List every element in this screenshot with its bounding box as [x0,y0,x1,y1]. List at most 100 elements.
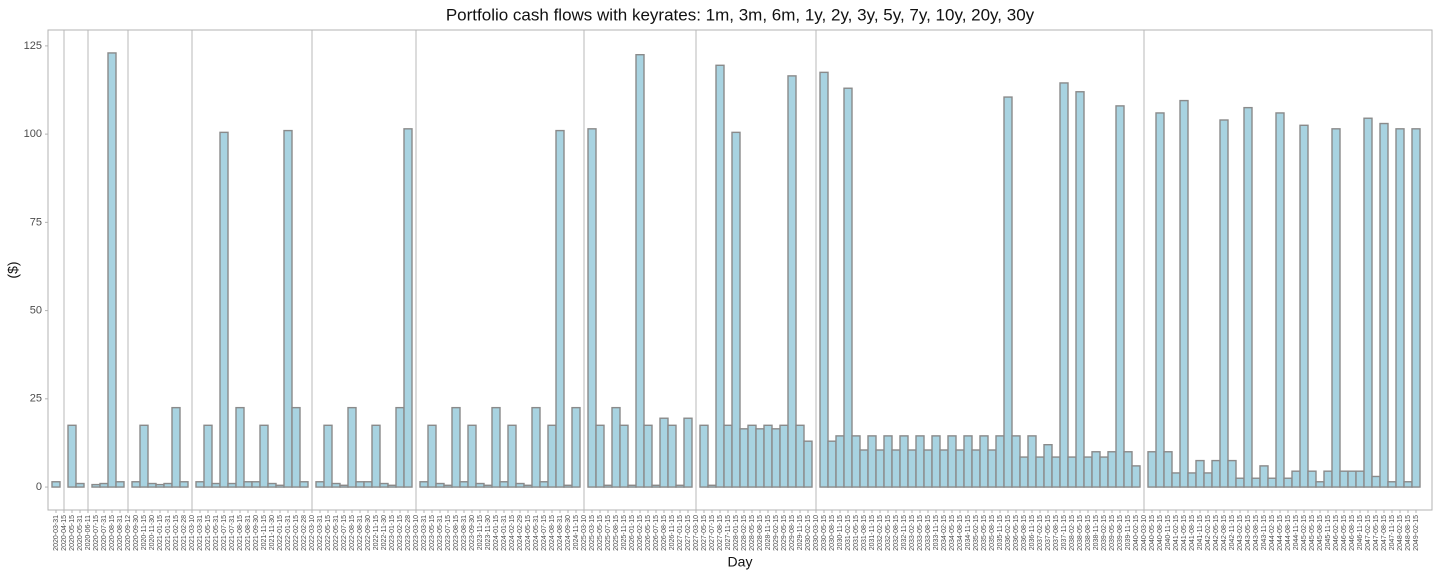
x-tick-label: 2033-08-15 [925,515,932,551]
bar [1411,128,1421,488]
x-tick-label: 2025-08-15 [613,515,620,551]
bar [1027,435,1037,488]
x-tick-label: 2020-03-31 [53,515,60,551]
x-tick-label: 2028-08-15 [757,515,764,551]
x-tick-label: 2021-05-31 [213,515,220,551]
x-tick-label: 2025-05-15 [597,515,604,551]
bar [619,424,629,488]
x-tick-label: 2024-02-15 [509,515,516,551]
bar [707,484,717,488]
bar [1251,477,1261,488]
x-tick-label: 2020-04-15 [61,515,68,551]
x-tick-label: 2037-11-15 [1061,515,1068,550]
x-tick-label: 2039-05-15 [1109,515,1116,551]
x-tick-label: 2042-11-15 [1229,515,1236,550]
x-tick-label: 2022-03-10 [309,515,316,551]
bar [1051,456,1061,488]
bar [715,64,725,488]
bar [547,424,557,488]
x-tick-label: 2035-08-15 [989,515,996,551]
bar [987,449,997,488]
bar [1203,472,1213,488]
x-tick-label: 2022-11-15 [373,515,380,550]
x-tick-label: 2022-05-15 [325,515,332,551]
y-tick-label: 25 [30,393,42,405]
x-tick-label: 2021-07-15 [221,515,228,551]
bar [723,424,733,488]
bar [763,424,773,488]
bar [451,406,461,488]
x-tick-label: 2020-07-31 [101,515,108,551]
bar [1299,124,1309,488]
bar [1291,470,1301,488]
bar [283,129,293,488]
bar [731,131,741,488]
bar [571,406,581,488]
bar [1315,481,1325,488]
bar [1379,122,1389,488]
bar [291,406,301,488]
x-tick-label: 2034-02-15 [941,515,948,551]
x-tick-label: 2023-05-15 [429,515,436,551]
bar [555,129,565,488]
bar [683,417,693,488]
bar [115,481,125,488]
bar [875,449,885,488]
x-tick-label: 2040-02-15 [1133,515,1140,551]
bar [139,424,149,488]
bar [91,483,101,488]
bar [1163,451,1173,488]
x-tick-label: 2020-11-15 [141,515,148,550]
x-tick-label: 2021-11-30 [269,515,276,550]
x-tick-label: 2048-02-15 [1397,515,1404,551]
bar [379,482,389,488]
x-tick-label: 2030-02-15 [805,515,812,551]
x-tick-label: 2026-11-15 [669,515,676,550]
x-tick-label: 2020-05-15 [69,515,76,551]
x-tick-label: 2025-03-10 [581,515,588,551]
bar [667,424,677,488]
bar [323,424,333,488]
x-tick-label: 2020-11-30 [149,515,156,550]
bar [659,417,669,488]
bar [635,54,645,488]
x-tick-label: 2046-08-15 [1349,515,1356,551]
bar [195,481,205,488]
x-tick-label: 2024-07-15 [541,515,548,551]
x-tick-label: 2023-11-30 [485,515,492,550]
x-tick-label: 2023-11-15 [477,515,484,550]
x-tick-label: 2043-08-15 [1253,515,1260,551]
bar [235,406,245,488]
x-tick-label: 2021-09-30 [253,515,260,551]
bar [171,406,181,488]
bar [827,440,837,488]
bar [1035,456,1045,488]
x-tick-label: 2023-05-31 [437,515,444,551]
x-tick-label: 2029-08-15 [789,515,796,551]
bar [1355,470,1365,488]
x-tick-label: 2034-11-15 [965,515,972,550]
x-tick-label: 2029-05-15 [781,515,788,551]
bar [1179,99,1189,488]
x-tick-label: 2034-05-15 [949,515,956,551]
x-tick-label: 2037-08-15 [1053,515,1060,551]
x-tick-label: 2039-08-15 [1117,515,1124,551]
x-tick-label: 2028-05-15 [749,515,756,551]
bar [627,484,637,488]
bar [467,424,477,488]
bar [1283,477,1293,488]
x-tick-label: 2032-11-15 [901,515,908,550]
x-axis-label: Day [728,554,753,570]
bar [403,128,413,488]
bar [339,484,349,488]
x-tick-label: 2036-05-15 [1013,515,1020,551]
x-tick-label: 2024-08-31 [557,515,564,551]
x-tick-label: 2020-08-15 [109,515,116,551]
x-tick-label: 2021-02-15 [173,515,180,551]
bar [867,435,877,488]
x-tick-label: 2022-01-31 [285,515,292,551]
bar [75,482,85,488]
bar [51,481,61,488]
x-tick-label: 2023-01-15 [389,515,396,551]
x-tick-label: 2023-02-15 [397,515,404,551]
